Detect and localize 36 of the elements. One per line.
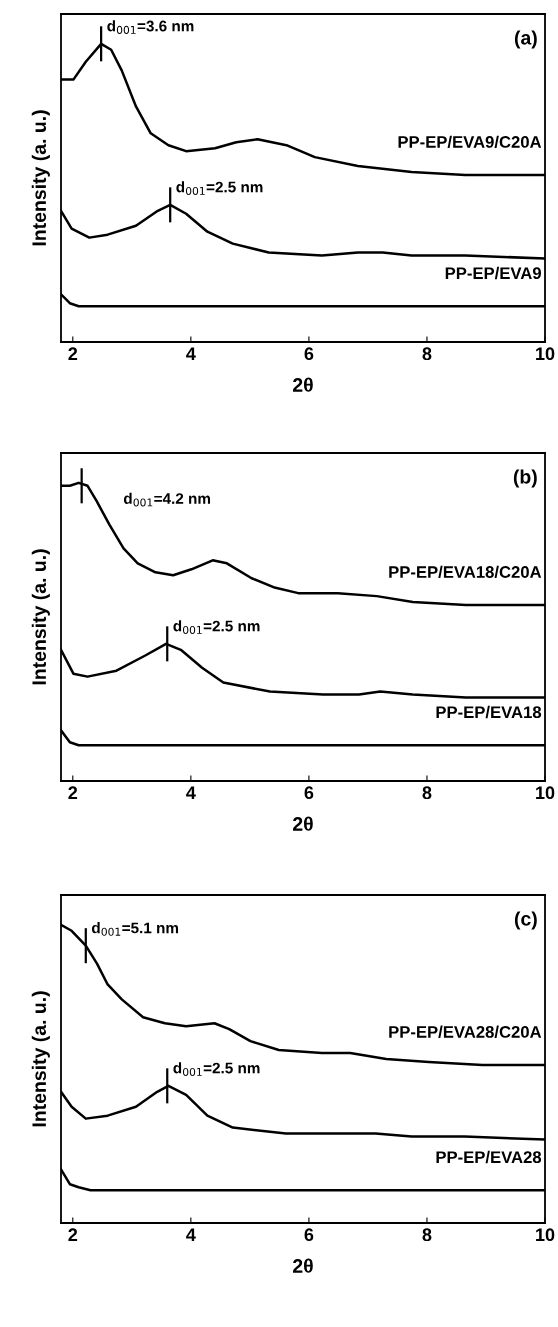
series-label: PP-EP/EVA28 xyxy=(436,1150,542,1164)
x-tick-label: 8 xyxy=(422,786,432,800)
x-tick-label: 6 xyxy=(304,347,314,361)
annotation: d$_{001}$=3.6 nm xyxy=(107,20,194,34)
x-tick-label: 2 xyxy=(68,786,78,799)
x-tick-label: 10 xyxy=(536,347,555,361)
x-tick-label: 8 xyxy=(422,347,432,361)
chart-title: (b) xyxy=(513,469,537,488)
y-axis-title: Intensity (a. u.) xyxy=(31,549,50,685)
x-tick-label: 10 xyxy=(536,786,555,800)
x-tick-label: 4 xyxy=(186,1228,196,1241)
annotation: d$_{001}$=2.5 nm xyxy=(173,620,260,634)
series-label: PP-EP/EVA28/C20A xyxy=(389,1025,542,1038)
x-tick-label: 10 xyxy=(536,1228,555,1242)
x-tick-label: 8 xyxy=(422,1228,432,1242)
x-axis-title: 2θ xyxy=(293,377,313,392)
x-tick-label: 6 xyxy=(304,786,314,800)
annotation: d$_{001}$=2.5 nm xyxy=(173,1062,260,1076)
x-axis-title: 2θ xyxy=(293,1258,313,1273)
annotation: d$_{001}$=2.5 nm xyxy=(176,181,263,195)
series-label: PP-EP/EVA9/C20A xyxy=(398,135,542,149)
chart-title: (c) xyxy=(514,911,537,930)
x-tick-label: 2 xyxy=(68,347,78,360)
x-tick-label: 4 xyxy=(186,786,196,799)
x-tick-label: 4 xyxy=(186,347,196,360)
x-tick-label: 2 xyxy=(68,1228,78,1241)
x-axis-title: 2θ xyxy=(293,816,313,831)
series-label: PP-EP/EVA18 xyxy=(436,705,542,719)
annotation: d$_{001}$=5.1 nm xyxy=(91,922,179,936)
series-label: PP-EP/EVA9 xyxy=(445,266,541,280)
series-label: PP-EP/EVA18/C20A xyxy=(389,565,542,579)
x-tick-label: 6 xyxy=(304,1228,314,1242)
chart-title: (a) xyxy=(514,30,537,49)
y-axis-title: Intensity (a. u.) xyxy=(31,991,50,1127)
y-axis-title: Intensity (a. u.) xyxy=(31,110,50,246)
annotation: d$_{001}$=4.2 nm xyxy=(123,492,211,507)
